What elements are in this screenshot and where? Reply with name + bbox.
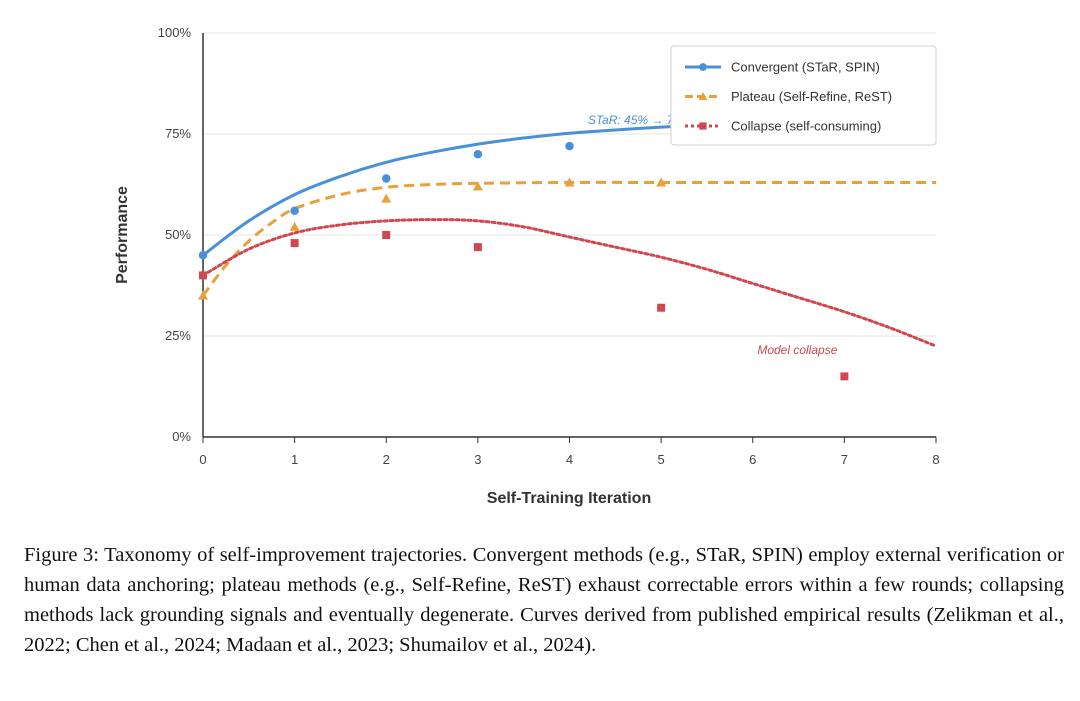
collapse-annotation: Model collapse [757,343,837,357]
convergent-trend-line [202,123,707,257]
legend-collapse-marker [699,122,707,130]
collapse-data-point [840,372,849,381]
axes [202,33,937,443]
legend-convergent-label: Convergent (STaR, SPIN) [731,60,880,75]
convergent-data-point [565,141,574,151]
x-tick-label: 8 [932,452,939,467]
x-tick-labels: 0 1 2 3 4 5 6 7 8 [199,452,939,467]
figure-caption: Figure 3: Taxonomy of self-improvement t… [24,544,1064,656]
y-tick-label: 0% [172,429,191,444]
legend-plateau-marker [698,92,708,101]
x-tick-label: 5 [658,452,665,467]
x-tick-label: 6 [749,452,756,467]
legend-collapse-label: Collapse (self-consuming) [731,119,881,134]
collapse-data-point [290,239,299,248]
x-tick-label: 0 [199,452,206,467]
legend-plateau-label: Plateau (Self-Refine, ReST) [731,89,892,104]
legend-box [670,45,937,146]
legend: Convergent (STaR, SPIN) Plateau (Self-Ref… [670,45,937,146]
data-markers [198,141,849,381]
x-tick-label: 3 [474,452,481,467]
y-tick-label: 25% [165,328,191,343]
y-tick-label: 75% [165,126,191,141]
x-axis-title: Self-Training Iteration [487,490,651,507]
collapse-trend-line [201,218,938,348]
x-tick-label: 1 [291,452,298,467]
collapse-data-point [657,303,666,312]
plateau-trend-line [201,180,936,297]
plateau-data-point [381,193,392,203]
legend-convergent-marker [699,63,707,71]
convergent-data-point [290,206,299,216]
x-tick-label: 7 [841,452,848,467]
plateau-data-point [564,177,575,187]
y-axis-title: Performance [114,186,131,284]
trend-lines [201,123,938,348]
convergent-data-point [198,250,208,260]
collapse-data-point [473,243,482,252]
star-annotation: STaR: 45% → 72% [588,113,691,127]
plateau-data-point [656,177,667,187]
annotations: STaR: 45% → 72% Model collapse [588,113,838,357]
y-tick-labels: 0% 25% 50% 75% 100% [158,25,192,444]
plateau-data-point [198,290,208,300]
trajectory-chart: 0% 25% 50% 75% 100% 0 1 2 3 4 5 6 7 8 STaR: 45% → 72… [114,25,940,507]
collapse-data-point [199,271,207,280]
y-tick-label: 100% [158,25,192,40]
collapse-data-point [382,231,391,239]
x-tick-label: 4 [566,452,573,467]
plateau-data-point [289,221,300,231]
plateau-data-point [472,181,483,191]
convergent-data-point [473,149,483,159]
y-tick-label: 50% [165,227,191,242]
convergent-data-point [382,174,391,183]
x-tick-label: 2 [383,452,390,467]
